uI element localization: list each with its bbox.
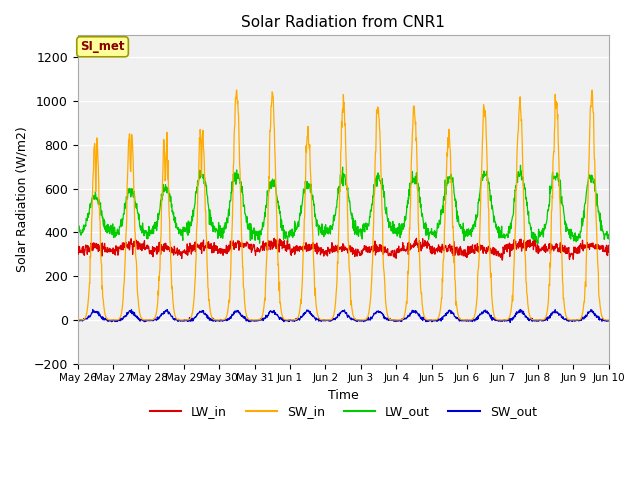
LW_in <box>498 257 506 263</box>
SW_in <box>605 317 612 323</box>
LW_in <box>252 249 259 255</box>
SW_out <box>179 318 187 324</box>
SW_in <box>463 317 471 323</box>
SW_in <box>74 317 81 323</box>
SW_in <box>252 317 259 323</box>
SW_out <box>543 316 550 322</box>
LW_out <box>543 220 550 226</box>
SW_in <box>192 261 200 266</box>
SW_out <box>74 318 81 324</box>
Line: SW_out: SW_out <box>77 310 609 323</box>
SW_in <box>233 87 241 93</box>
SW_out <box>252 317 259 323</box>
LW_out <box>192 189 200 194</box>
SW_in <box>179 317 187 323</box>
LW_out <box>426 232 433 238</box>
Y-axis label: Solar Radiation (W/m2): Solar Radiation (W/m2) <box>15 127 28 273</box>
X-axis label: Time: Time <box>328 389 358 402</box>
Text: SI_met: SI_met <box>80 40 125 53</box>
LW_in <box>74 250 81 255</box>
SW_in <box>543 312 550 318</box>
Line: LW_out: LW_out <box>77 165 609 243</box>
Title: Solar Radiation from CNR1: Solar Radiation from CNR1 <box>241 15 445 30</box>
LW_out <box>179 238 187 243</box>
SW_out <box>506 320 514 325</box>
SW_out <box>192 314 200 320</box>
Line: LW_in: LW_in <box>77 238 609 260</box>
LW_in <box>179 250 187 255</box>
SW_in <box>426 317 433 323</box>
LW_in <box>192 245 200 251</box>
Legend: LW_in, SW_in, LW_out, SW_out: LW_in, SW_in, LW_out, SW_out <box>145 400 541 423</box>
SW_out <box>516 307 524 312</box>
SW_out <box>605 318 612 324</box>
LW_out <box>495 229 502 235</box>
LW_in <box>413 235 420 241</box>
LW_in <box>426 246 433 252</box>
SW_in <box>495 317 503 323</box>
LW_in <box>495 251 503 256</box>
SW_out <box>495 318 502 324</box>
LW_out <box>534 240 541 246</box>
LW_out <box>605 236 612 241</box>
LW_in <box>543 244 550 250</box>
LW_out <box>252 238 259 243</box>
SW_out <box>426 317 433 323</box>
LW_out <box>74 229 81 235</box>
LW_in <box>605 250 612 255</box>
Line: SW_in: SW_in <box>77 90 609 320</box>
LW_out <box>516 162 524 168</box>
